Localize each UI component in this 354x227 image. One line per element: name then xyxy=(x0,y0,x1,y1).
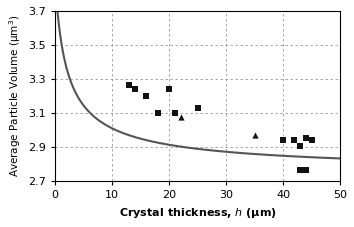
Point xyxy=(309,138,314,141)
Point xyxy=(297,144,303,148)
Point xyxy=(303,136,309,140)
Point xyxy=(252,134,257,137)
Point xyxy=(126,83,132,87)
X-axis label: Crystal thickness, $h$ (μm): Crystal thickness, $h$ (μm) xyxy=(119,206,276,220)
Point xyxy=(292,138,297,141)
Point xyxy=(132,87,138,90)
Point xyxy=(195,106,200,110)
Point xyxy=(297,168,303,171)
Point xyxy=(178,115,183,118)
Point xyxy=(280,138,286,141)
Point xyxy=(303,168,309,171)
Y-axis label: Average Particle Volume (μm$^3$): Average Particle Volume (μm$^3$) xyxy=(7,15,23,177)
Point xyxy=(155,111,161,115)
Point xyxy=(143,94,149,98)
Point xyxy=(166,87,172,90)
Point xyxy=(172,111,178,115)
